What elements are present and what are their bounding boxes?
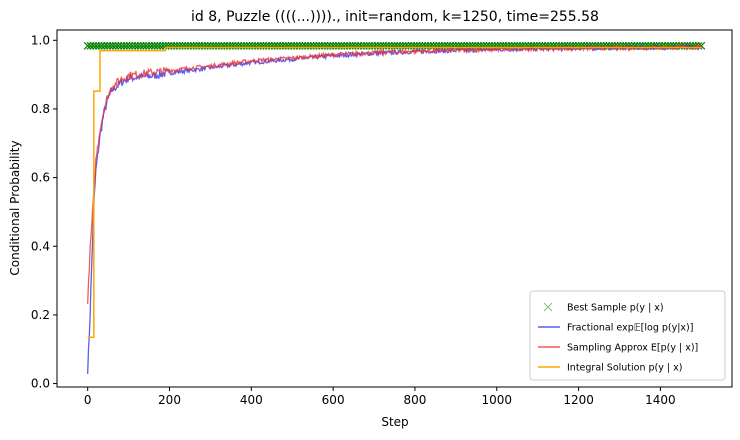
legend-label: Integral Solution p(y | x) xyxy=(567,363,682,374)
best-sample-point xyxy=(103,41,112,50)
best-sample-point xyxy=(125,41,134,50)
best-sample-point xyxy=(153,41,162,50)
best-sample-point xyxy=(128,41,137,50)
best-sample-point xyxy=(156,41,165,50)
y-axis: 0.0 0.2 0.4 0.6 0.8 1.0 xyxy=(31,33,57,391)
x-tick-label: 1000 xyxy=(481,393,512,407)
legend-marker xyxy=(543,302,553,312)
y-tick-label: 1.0 xyxy=(31,33,50,47)
legend-label: Fractional exp𝔼[log p(y|x)] xyxy=(567,323,693,334)
best-sample-point xyxy=(139,41,148,50)
best-sample-point xyxy=(89,41,98,50)
chart-title: id 8, Puzzle ((((...))))., init=random, … xyxy=(191,9,599,25)
legend-box xyxy=(529,290,726,381)
series-integral-solution xyxy=(87,46,702,338)
y-tick-label: 0.8 xyxy=(31,102,50,116)
best-sample-point xyxy=(131,41,140,50)
x-tick-label: 0 xyxy=(84,393,92,407)
x-tick-label: 1400 xyxy=(645,393,676,407)
best-sample-point xyxy=(147,41,156,50)
best-sample-point xyxy=(100,41,109,50)
best-sample-point xyxy=(106,41,114,50)
x-tick-label: 400 xyxy=(240,393,263,407)
best-sample-point xyxy=(133,41,142,50)
best-sample-point xyxy=(114,41,123,50)
y-tick-label: 0.2 xyxy=(31,308,50,322)
x-tick-label: 1200 xyxy=(563,393,594,407)
legend-label: Best Sample p(y | x) xyxy=(567,303,664,314)
best-sample-point xyxy=(97,41,106,50)
series-line-1 xyxy=(87,43,702,374)
series-line-2 xyxy=(87,43,702,305)
best-sample-point xyxy=(83,41,92,50)
best-sample-point xyxy=(150,41,159,50)
best-sample-point xyxy=(117,41,126,50)
best-sample-point xyxy=(142,41,151,50)
best-sample-point xyxy=(120,41,128,50)
x-axis-label: Step xyxy=(381,415,408,429)
y-tick-label: 0.4 xyxy=(31,239,50,253)
plot-frame xyxy=(56,29,733,388)
x-tick-label: 200 xyxy=(158,393,181,407)
plot-area xyxy=(83,41,706,374)
x-tick-label: 800 xyxy=(404,393,427,407)
best-sample-point xyxy=(122,41,131,50)
best-sample-point xyxy=(136,41,145,50)
legend-label: Sampling Approx E[p(y | x)] xyxy=(567,343,698,354)
best-sample-point xyxy=(92,41,100,50)
x-tick-label: 600 xyxy=(322,393,345,407)
y-axis-label: Conditional Probability xyxy=(8,140,22,275)
best-sample-point xyxy=(111,41,120,50)
best-sample-point xyxy=(94,41,103,50)
y-tick-label: 0.6 xyxy=(31,171,50,185)
best-sample-point xyxy=(145,41,153,50)
y-tick-label: 0.0 xyxy=(31,377,50,391)
x-axis: 0 200 400 600 800 1000 1200 1400 xyxy=(84,387,676,407)
best-sample-point xyxy=(108,41,117,50)
best-sample-point xyxy=(86,41,95,50)
legend: Best Sample p(y | x) Fractional exp𝔼[log … xyxy=(529,290,726,381)
